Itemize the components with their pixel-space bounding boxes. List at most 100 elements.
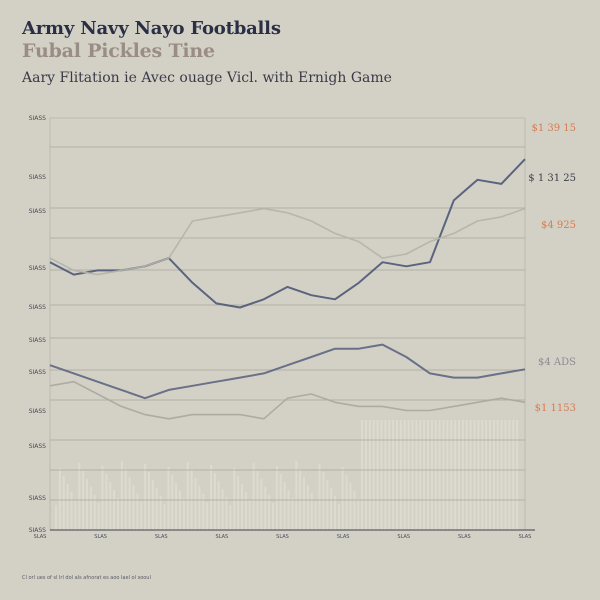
background-bar [70,492,73,530]
background-bar [89,487,92,530]
background-bar [159,496,162,530]
y-tick-label: SIASS [29,304,46,311]
background-bar [357,499,360,530]
background-bar [291,498,294,530]
background-bar [93,495,96,530]
background-bar [415,420,418,530]
background-bar [206,502,209,530]
background-bar [124,469,127,530]
y-tick-label: SIASS [29,265,46,272]
background-bar [179,491,181,530]
background-bar [275,466,278,530]
background-bar [210,465,212,530]
background-bar [306,485,309,530]
background-bar [485,420,488,530]
background-bar [97,503,100,530]
x-tick-label: SLAS [276,534,289,540]
background-bar [198,486,201,530]
background-bar [345,475,348,530]
background-bar [86,479,88,530]
background-bar [295,461,298,530]
background-bar [500,420,503,530]
background-bar [244,492,247,530]
right-value-label: $1 39 15 [531,123,576,134]
background-bar [144,464,147,530]
background-bar [303,477,305,530]
background-bar [349,483,352,530]
x-tick-label: SLAS [519,534,532,540]
background-bar [473,420,476,530]
background-bar [299,469,302,530]
background-bar [496,420,499,530]
y-tick-label: SIASS [29,337,46,344]
background-bar [58,468,61,530]
background-bar [163,504,166,530]
chart-title-line2: Fubal Pickles Tine [22,40,215,62]
background-bar [353,491,356,530]
background-bar [454,420,457,530]
right-value-labels: $1 39 15 $ 1 31 25 $4 925 $4 ADS $1 1153 [528,123,576,414]
right-value-label: $4 925 [541,220,576,231]
background-bar [322,472,325,530]
background-bar [186,462,189,530]
background-bar [508,420,511,530]
background-bar [140,501,143,530]
right-value-label: $1 1153 [535,403,576,414]
background-bar [458,420,460,530]
background-bar [341,467,344,530]
background-bar [450,420,453,530]
background-bar [376,420,379,530]
y-tick-label: SIASS [29,208,46,215]
background-bar [411,420,414,530]
background-bar [465,420,468,530]
background-bar [202,494,205,530]
y-tick-label: SIASS [29,527,46,534]
background-bar [477,420,480,530]
background-bar [489,420,491,530]
background-bar [62,476,65,530]
x-tick-label: SLAS [94,534,107,540]
background-bar [469,420,472,530]
background-bar [461,420,464,530]
background-bar [268,495,271,530]
x-tick-label: SLAS [458,534,471,540]
background-bar [225,497,228,530]
background-bar [272,503,274,530]
background-bar [237,476,240,530]
background-bar [217,481,220,530]
background-bar [388,420,391,530]
background-bar [55,505,57,530]
chart-subtitle: Aary Flitation ie Avec ouage Vicl. with … [22,70,392,86]
background-bar [66,484,69,530]
background-bar [334,496,336,530]
background-bar [151,480,154,530]
series-line-4 [49,380,526,420]
background-bar [132,485,135,530]
background-bar [105,474,108,530]
background-bar [148,472,150,530]
background-bar [337,504,340,530]
background-bar [310,493,313,530]
x-tick-label: SLAS [397,534,410,540]
series-lines [49,158,526,420]
background-bar [314,501,317,530]
y-tick-label: SIASS [29,495,46,502]
background-bar [74,500,77,530]
footnote: Cl orl ues of sl lrl dol als afnorat es … [22,575,151,581]
background-bar [213,473,216,530]
background-bar [256,471,259,530]
background-bar [167,467,170,530]
series-line-3 [49,343,526,400]
background-bar [396,420,398,530]
y-tick-label: SIASS [29,174,46,181]
background-bar [318,464,321,530]
x-tick-label: SLAS [155,534,168,540]
background-bar [504,420,507,530]
y-tick-label: SIASS [29,115,46,122]
background-bar [430,420,433,530]
background-bar [361,420,364,530]
background-bar [434,420,437,530]
background-bar [101,466,104,530]
background-bar [392,420,395,530]
